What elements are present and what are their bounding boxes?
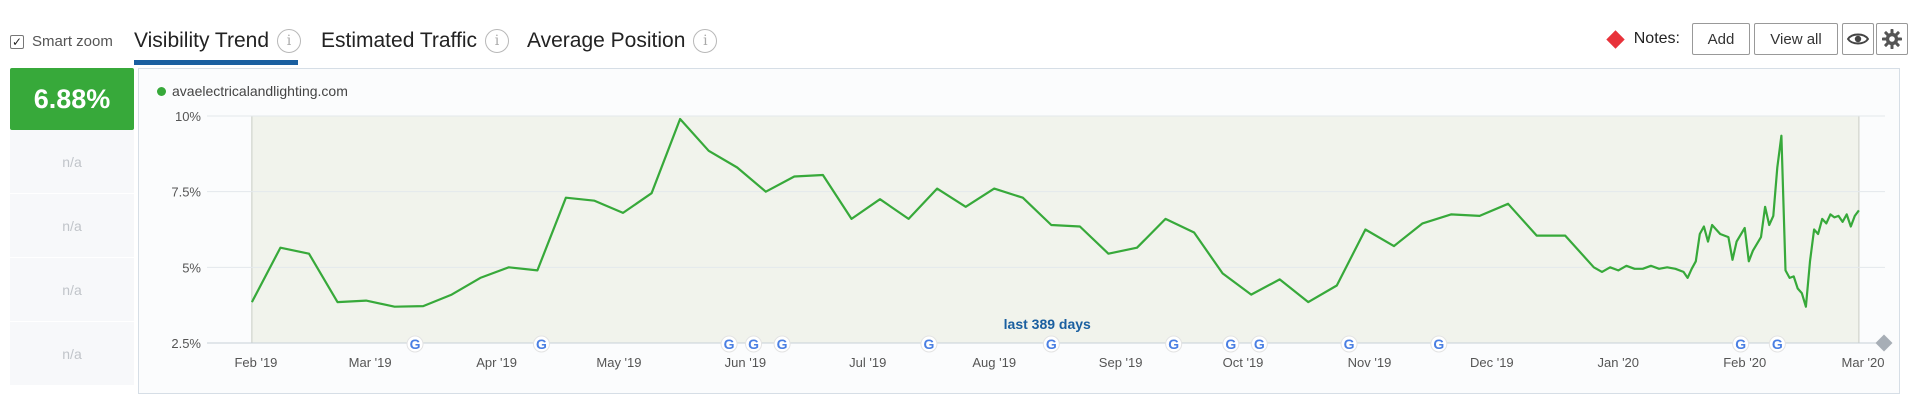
google-update-marker: G — [1430, 335, 1448, 353]
google-icon: G — [1254, 336, 1265, 352]
y-tick-label: 7.5% — [171, 185, 201, 200]
google-update-marker: G — [1250, 335, 1268, 353]
google-icon: G — [1735, 336, 1746, 352]
range-label: last 389 days — [1004, 316, 1091, 332]
google-icon: G — [777, 336, 788, 352]
google-icon: G — [1046, 336, 1057, 352]
google-update-marker: G — [1732, 335, 1750, 353]
google-icon: G — [1168, 336, 1179, 352]
info-icon[interactable]: i — [277, 29, 302, 53]
google-icon: G — [1344, 336, 1355, 352]
google-update-marker: G — [720, 335, 738, 353]
smart-zoom-checkbox[interactable]: ✓ — [10, 34, 24, 49]
notes-controls: Notes: Add View all — [1606, 22, 1908, 56]
info-icon[interactable]: i — [693, 29, 718, 53]
x-tick-label: Sep '19 — [1099, 355, 1143, 370]
summary-column: 6.88% n/a n/a n/a n/a — [10, 68, 134, 394]
visibility-line-chart[interactable]: 2.5% 5% 7.5% 10% Feb '19 Mar '19 Apr '19 May '1… — [139, 69, 1901, 395]
gear-icon — [1882, 29, 1902, 49]
info-icon[interactable]: i — [485, 29, 510, 53]
x-tick-label: May '19 — [596, 355, 641, 370]
google-icon: G — [410, 336, 421, 352]
view-all-notes-button[interactable]: View all — [1754, 23, 1838, 55]
current-visibility-value: 6.88% — [10, 68, 134, 130]
chart-legend[interactable]: avaelectricalandlighting.com — [157, 83, 348, 99]
google-marker-bg — [773, 335, 791, 353]
google-marker-bg — [720, 335, 738, 353]
google-update-marker: G — [1222, 335, 1240, 353]
google-update-marker: G — [1340, 335, 1358, 353]
tab-label: Average Position — [527, 29, 686, 52]
google-marker-bg — [745, 335, 763, 353]
visibility-chart-panel: avaelectricalandlighting.com 2.5% 5% 7.5% 1… — [138, 68, 1900, 394]
google-marker-bg — [1165, 335, 1183, 353]
visibility-series-line — [250, 117, 1860, 308]
tab-visibility-trend[interactable]: Visibility Trend i — [134, 26, 302, 56]
google-marker-bg — [532, 335, 550, 353]
google-update-marker: G — [1768, 335, 1786, 353]
note-diamond-icon — [1606, 29, 1625, 49]
summary-row: n/a — [10, 194, 134, 258]
tab-average-position[interactable]: Average Position i — [527, 26, 718, 56]
chart-toolbar: ✓ Smart zoom Visibility Trend i Estimate… — [0, 0, 1908, 68]
smart-zoom-control[interactable]: ✓ Smart zoom — [10, 33, 113, 50]
add-note-button[interactable]: Add — [1692, 23, 1750, 55]
x-tick-label: Jun '19 — [725, 355, 767, 370]
google-icon: G — [1225, 336, 1236, 352]
x-tick-label: Jul '19 — [849, 355, 886, 370]
summary-row: n/a — [10, 258, 134, 322]
google-update-marker: G — [1165, 335, 1183, 353]
google-marker-bg — [1250, 335, 1268, 353]
x-tick-label: Nov '19 — [1348, 355, 1392, 370]
smart-zoom-label: Smart zoom — [32, 33, 113, 50]
google-update-marker: G — [920, 335, 938, 353]
google-update-marker: G — [1042, 335, 1060, 353]
google-icon: G — [748, 336, 759, 352]
x-tick-label: Mar '20 — [1842, 355, 1885, 370]
summary-row: n/a — [10, 130, 134, 194]
google-update-marker: G — [773, 335, 791, 353]
settings-button[interactable] — [1876, 23, 1908, 55]
x-tick-label: Apr '19 — [476, 355, 517, 370]
google-marker-bg — [1042, 335, 1060, 353]
x-tick-label: Oct '19 — [1223, 355, 1264, 370]
shaded-range-area — [251, 116, 1859, 343]
google-marker-bg — [406, 335, 424, 353]
x-tick-label: Feb '20 — [1723, 355, 1766, 370]
eye-icon — [1847, 33, 1869, 45]
google-update-marker: G — [532, 335, 550, 353]
google-marker-bg — [1222, 335, 1240, 353]
x-tick-label: Feb '19 — [234, 355, 277, 370]
y-tick-label: 10% — [175, 109, 201, 124]
summary-row: n/a — [10, 322, 134, 386]
tab-estimated-traffic[interactable]: Estimated Traffic i — [321, 26, 510, 56]
x-tick-label: Dec '19 — [1470, 355, 1514, 370]
google-marker-bg — [1430, 335, 1448, 353]
legend-dot-icon — [157, 86, 166, 96]
legend-series-label: avaelectricalandlighting.com — [172, 83, 348, 99]
y-tick-label: 2.5% — [171, 336, 201, 351]
google-marker-bg — [1768, 335, 1786, 353]
active-tab-underline — [134, 60, 298, 65]
google-marker-bg — [920, 335, 938, 353]
google-icon: G — [924, 336, 935, 352]
google-icon: G — [1433, 336, 1444, 352]
tab-label: Estimated Traffic — [321, 29, 478, 52]
tab-label: Visibility Trend — [134, 29, 270, 52]
google-update-marker: G — [406, 335, 424, 353]
x-tick-label: Aug '19 — [972, 355, 1016, 370]
google-icon: G — [536, 336, 547, 352]
google-marker-bg — [1732, 335, 1750, 353]
y-tick-label: 5% — [182, 260, 201, 275]
notes-label: Notes: — [1633, 30, 1680, 47]
x-tick-label: Mar '19 — [349, 355, 392, 370]
google-icon: G — [1772, 336, 1783, 352]
toggle-notes-visibility-button[interactable] — [1842, 23, 1874, 55]
google-icon: G — [724, 336, 735, 352]
google-marker-bg — [1340, 335, 1358, 353]
range-end-handle-icon — [1875, 334, 1893, 352]
google-update-marker: G — [745, 335, 763, 353]
x-tick-label: Jan '20 — [1598, 355, 1640, 370]
